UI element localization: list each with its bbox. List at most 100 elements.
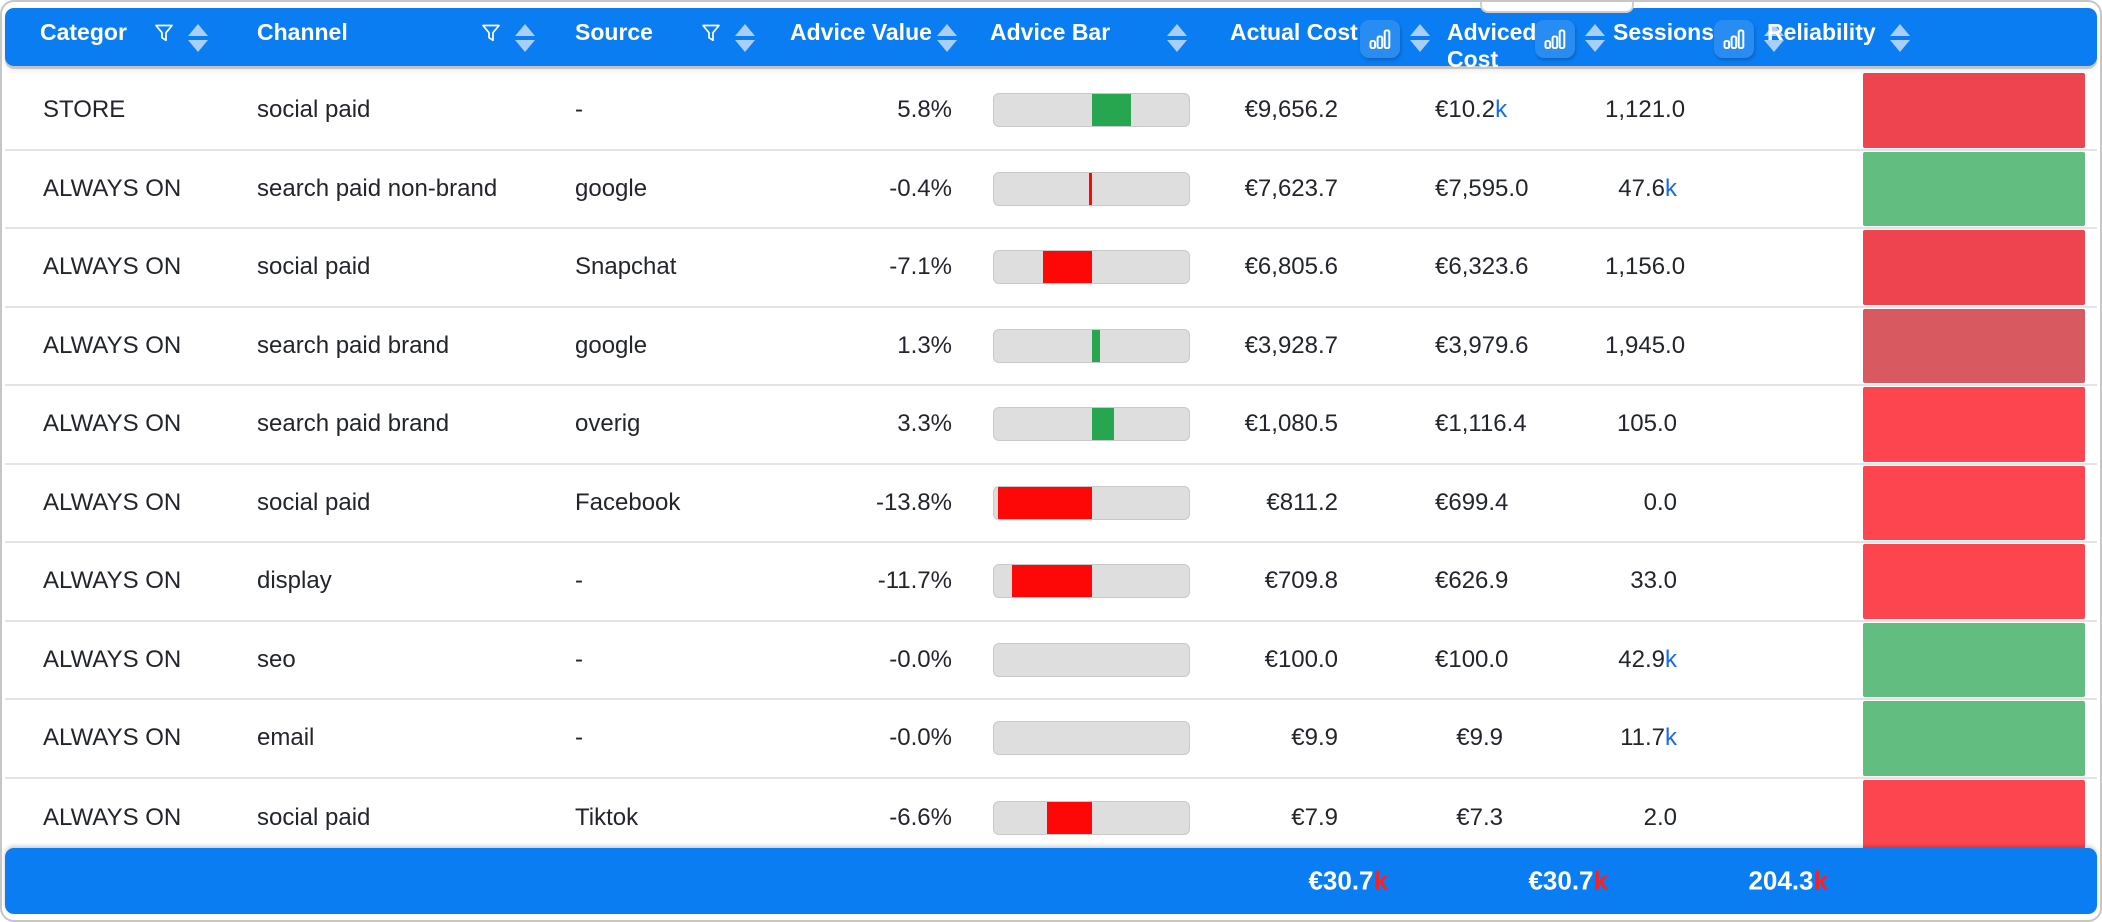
sessions-cell: 42.9k <box>1618 645 1677 673</box>
column-header-channel[interactable]: Channel <box>245 8 560 73</box>
source-cell: - <box>575 645 583 673</box>
sort-icon[interactable] <box>1764 24 1784 52</box>
category-cell: ALWAYS ON <box>43 567 182 595</box>
sort-icon[interactable] <box>1167 24 1187 52</box>
advice-bar-cell <box>970 485 1210 520</box>
table-row[interactable]: ALWAYS ON social paid Tiktok -6.6% €7.9 €7.3 2… <box>5 778 2097 857</box>
actual-cost-cell: €6,805.6 <box>1244 253 1338 281</box>
advice-bar-track <box>993 328 1190 363</box>
reliability-indicator <box>1863 465 2085 540</box>
column-header-sessions[interactable]: Sessions <box>1605 8 1784 73</box>
column-label-sessions: Sessions <box>1613 19 1714 45</box>
filter-icon[interactable] <box>152 21 176 51</box>
table-row[interactable]: ALWAYS ON social paid Snapchat -7.1% €6,805.… <box>5 229 2097 308</box>
advice-bar-cell <box>970 171 1210 206</box>
bar-chart-icon[interactable] <box>1535 20 1575 58</box>
advice-bar-track <box>993 800 1190 835</box>
reliability-cell <box>1765 386 2097 463</box>
column-label-adviced-cost: Adviced Cost <box>1447 19 1537 72</box>
column-header-category[interactable]: Categor <box>5 8 245 73</box>
filter-icon[interactable] <box>479 21 503 51</box>
column-label-advice-bar: Advice Bar <box>990 19 1111 45</box>
channel-cell: seo <box>257 645 296 673</box>
reliability-indicator <box>1863 230 2085 305</box>
adviced-cost-cell: €1,116.4 <box>1435 410 1527 438</box>
channel-cell: social paid <box>257 96 371 124</box>
column-header-adviced-cost[interactable]: Adviced Cost <box>1435 8 1605 73</box>
column-header-reliability[interactable]: Reliability <box>1765 8 2097 73</box>
table-row[interactable]: ALWAYS ON search paid non-brand google -0.4… <box>5 150 2097 229</box>
advice-bar-track <box>993 407 1190 442</box>
sort-icon[interactable] <box>1889 24 1910 52</box>
advice-value-cell: -0.4% <box>889 174 952 202</box>
total-sessions: 204.3k <box>1748 865 1828 896</box>
advice-bar-track <box>993 721 1190 756</box>
reliability-cell <box>1765 308 2097 385</box>
actual-cost-cell: €1,080.5 <box>1244 410 1338 438</box>
sort-icon[interactable] <box>515 24 535 52</box>
reliability-cell <box>1765 229 2097 306</box>
advice-bar-cell <box>970 93 1210 128</box>
advice-bar-cell <box>970 800 1210 835</box>
advice-value-cell: -0.0% <box>889 724 952 752</box>
source-cell: Facebook <box>575 488 681 516</box>
sessions-cell: 0.0 <box>1643 488 1677 516</box>
channel-cell: social paid <box>257 253 371 281</box>
category-cell: ALWAYS ON <box>43 724 182 752</box>
reliability-cell <box>1765 151 2097 228</box>
column-header-advice-bar[interactable]: Advice Bar <box>970 8 1210 73</box>
column-label-advice-value: Advice Value <box>790 19 932 45</box>
adviced-cost-cell: €7,595.0 <box>1435 174 1529 202</box>
source-cell: Snapchat <box>575 253 677 281</box>
channel-cell: search paid brand <box>257 331 450 359</box>
category-cell: ALWAYS ON <box>43 645 182 673</box>
advice-bar-cell <box>970 642 1210 677</box>
table-row[interactable]: ALWAYS ON search paid brand google 1.3% €3,9… <box>5 307 2097 386</box>
table-row[interactable]: ALWAYS ON search paid brand overig 3.3% €1,0… <box>5 386 2097 465</box>
sort-icon[interactable] <box>1585 24 1605 52</box>
adviced-cost-cell: €6,323.6 <box>1435 253 1529 281</box>
column-header-actual-cost[interactable]: Actual Cost <box>1210 8 1435 73</box>
table-header: Categor Channel Source Advice Value Adv <box>5 8 2097 72</box>
advice-value-cell: -0.0% <box>889 645 952 673</box>
sessions-cell: 1,156.0 <box>1605 253 1686 281</box>
reliability-cell <box>1765 700 2097 777</box>
advice-bar-positive <box>1091 408 1114 441</box>
table-row[interactable]: STORE social paid - 5.8% €9,656.2 €10.2k 1,121… <box>5 72 2097 151</box>
adviced-cost-cell: €9.9 <box>1456 724 1503 752</box>
actual-cost-cell: €709.8 <box>1264 567 1338 595</box>
table-row[interactable]: ALWAYS ON email - -0.0% €9.9 €9.9 11.7k <box>5 700 2097 779</box>
adviced-cost-cell: €100.0 <box>1435 645 1509 673</box>
advice-value-cell: 3.3% <box>897 410 952 438</box>
column-header-advice-value[interactable]: Advice Value <box>780 8 970 73</box>
reliability-indicator <box>1863 779 2085 856</box>
sort-icon[interactable] <box>1410 24 1430 52</box>
table-row[interactable]: ALWAYS ON social paid Facebook -13.8% €811.2… <box>5 464 2097 543</box>
reliability-cell <box>1765 543 2097 620</box>
advice-bar-negative <box>1088 172 1092 205</box>
advice-bar-cell <box>970 250 1210 285</box>
reliability-indicator <box>1863 151 2085 226</box>
channel-cell: email <box>257 724 315 752</box>
table-row[interactable]: ALWAYS ON display - -11.7% €709.8 €626.9 33.0 <box>5 543 2097 622</box>
table-footer: €30.7k €30.7k 204.3k <box>5 848 2097 914</box>
column-header-source[interactable]: Source <box>560 8 780 73</box>
sort-icon[interactable] <box>188 24 208 52</box>
sessions-cell: 1,945.0 <box>1605 331 1686 359</box>
sort-icon[interactable] <box>937 24 957 52</box>
bar-chart-icon[interactable] <box>1360 20 1400 58</box>
reliability-indicator <box>1863 622 2085 697</box>
reliability-cell <box>1765 72 2097 149</box>
sort-icon[interactable] <box>735 24 755 52</box>
advice-bar-track <box>993 642 1190 677</box>
channel-cell: search paid non-brand <box>257 174 498 202</box>
table-row[interactable]: ALWAYS ON seo - -0.0% €100.0 €100.0 42.9k <box>5 621 2097 700</box>
clipped-popup <box>1480 2 1634 13</box>
filter-icon[interactable] <box>699 21 723 51</box>
channel-cell: social paid <box>257 488 371 516</box>
bar-chart-icon[interactable] <box>1714 20 1754 58</box>
column-label-source: Source <box>575 19 653 45</box>
sessions-cell: 47.6k <box>1618 174 1677 202</box>
advice-bar-negative <box>1046 801 1092 834</box>
source-cell: - <box>575 96 583 124</box>
